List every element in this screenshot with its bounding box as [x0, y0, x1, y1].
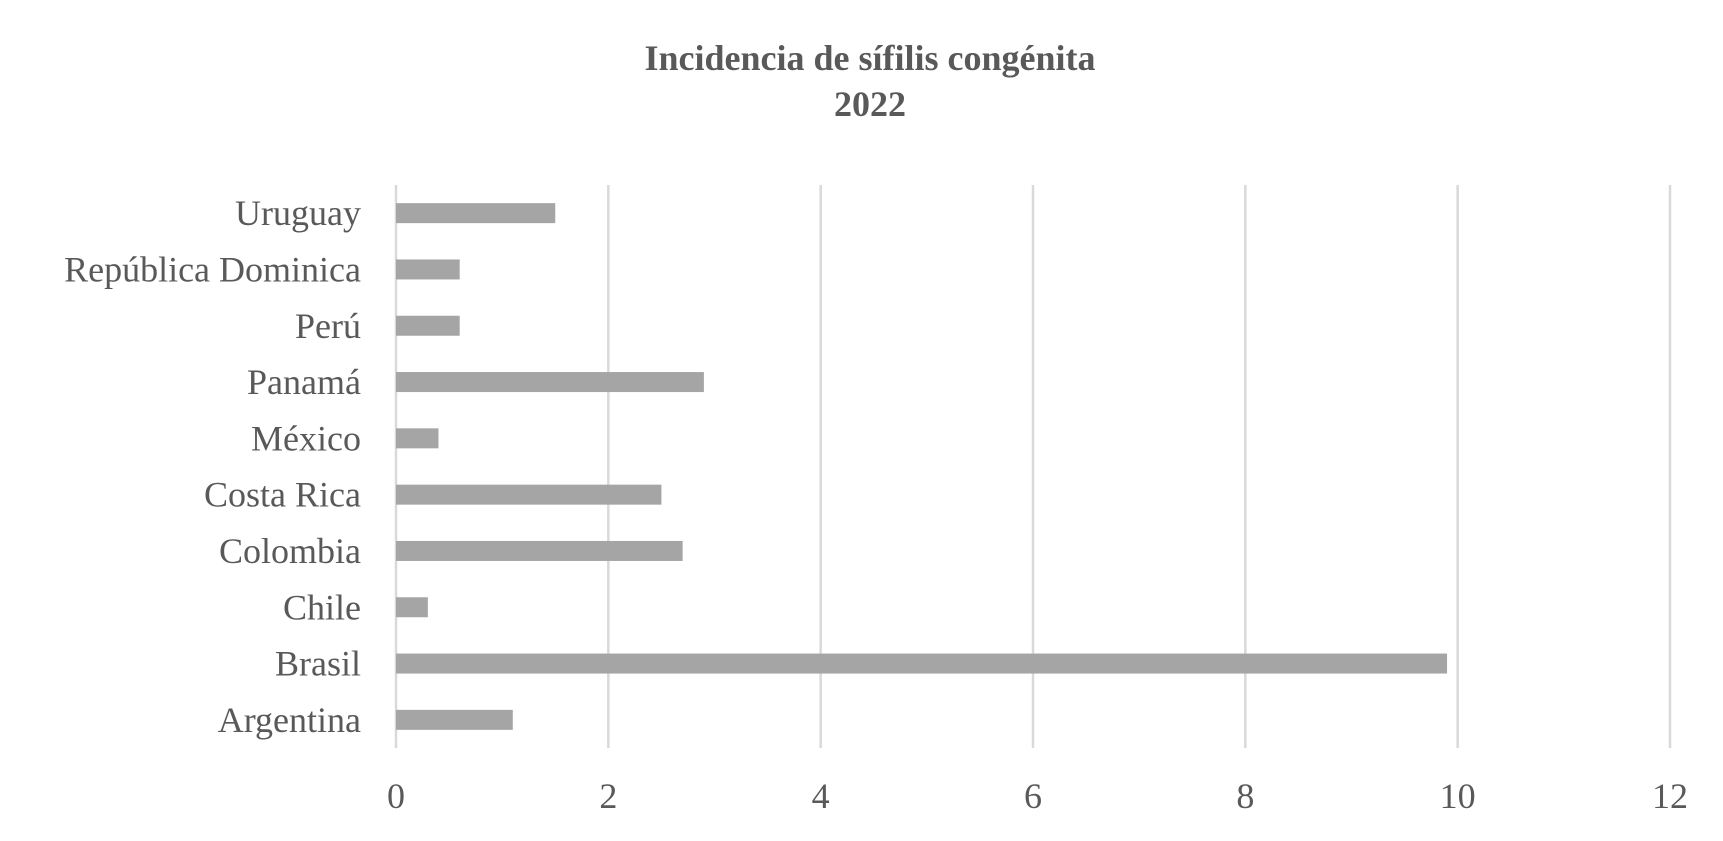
x-tick-label: 12 [1652, 776, 1688, 816]
chart-title: Incidencia de sífilis congénita [644, 38, 1095, 78]
bar-republica-dominica [396, 259, 460, 280]
x-axis-tick-labels: 0 2 4 6 8 10 12 [387, 776, 1688, 816]
x-tick-label: 8 [1236, 776, 1254, 816]
bars [396, 203, 1448, 730]
gridlines [394, 185, 1672, 748]
x-tick-label: 4 [812, 776, 830, 816]
category-label: Colombia [219, 531, 361, 571]
bar-colombia [396, 540, 683, 561]
x-tick-label: 0 [387, 776, 405, 816]
bar-uruguay [396, 203, 556, 224]
x-tick-label: 2 [599, 776, 617, 816]
x-tick-label: 6 [1024, 776, 1042, 816]
category-label: República Dominica [64, 249, 361, 289]
category-label: Panamá [247, 362, 361, 402]
category-label: Costa Rica [204, 475, 361, 515]
bar-costa-rica [396, 484, 662, 505]
category-label: Chile [283, 587, 361, 627]
bar-brasil [396, 653, 1448, 674]
category-label: Perú [295, 306, 361, 346]
category-label: Argentina [218, 700, 361, 740]
bar-mexico [396, 428, 439, 449]
category-label: Brasil [275, 644, 361, 684]
bar-panama [396, 372, 704, 393]
category-label: Uruguay [235, 193, 361, 233]
x-tick-label: 10 [1440, 776, 1476, 816]
category-labels: Uruguay República Dominica Perú Panamá Méxic… [64, 193, 361, 740]
bar-chile [396, 597, 428, 618]
chart-subtitle: 2022 [834, 84, 906, 124]
bar-argentina [396, 709, 513, 730]
category-label: México [251, 418, 361, 458]
bar-peru [396, 315, 460, 336]
